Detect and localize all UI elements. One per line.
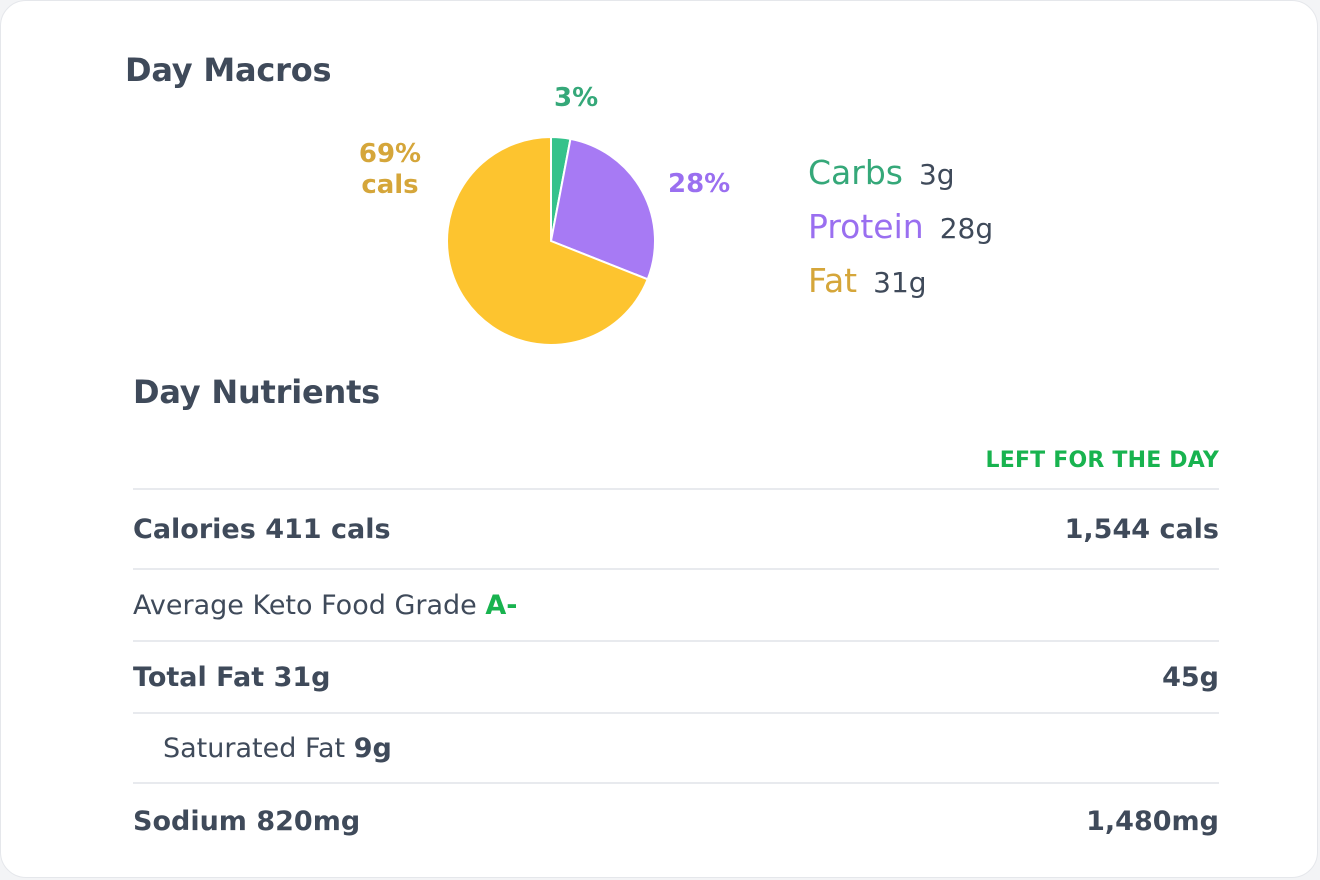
- nutrient-name: Saturated Fat: [163, 732, 346, 764]
- nutrient-label: Average Keto Food Grade A-: [133, 590, 517, 621]
- day-nutrients-title: Day Nutrients: [133, 373, 381, 411]
- keto-grade-badge: A-: [485, 589, 518, 621]
- nutrient-value: 9g: [353, 732, 392, 764]
- nutrient-label: Saturated Fat 9g: [163, 733, 392, 764]
- legend-name: Protein: [808, 207, 924, 246]
- legend-item-protein: Protein 28g: [808, 207, 993, 261]
- pie-label-carbs: 3%: [554, 83, 599, 113]
- table-row-total-fat: Total Fat 31g 45g: [133, 642, 1219, 714]
- nutrient-value: 31g: [273, 661, 331, 693]
- nutrient-left: 45g: [1162, 661, 1219, 693]
- nutrient-label: Calories 411 cals: [133, 514, 391, 545]
- pie-slice-fat: [446, 135, 649, 346]
- macros-legend: Carbs 3g Protein 28g Fat 31g: [808, 153, 993, 315]
- nutrient-label: Sodium 820mg: [133, 806, 360, 837]
- day-macros-title: Day Macros: [125, 51, 332, 89]
- nutrient-name: Calories: [133, 513, 256, 545]
- pie-label-fat-percent: 69%: [358, 139, 422, 169]
- table-row-keto-grade: Average Keto Food Grade A-: [133, 570, 1219, 642]
- nutrient-left: 1,480mg: [1086, 805, 1219, 837]
- legend-name: Fat: [808, 261, 858, 300]
- nutrient-name: Sodium: [133, 805, 247, 837]
- nutrient-label: Total Fat 31g: [133, 662, 330, 693]
- pie-label-fat-suffix: cals: [361, 170, 419, 200]
- nutrient-left: 1,544 cals: [1064, 513, 1219, 545]
- table-row-sodium: Sodium 820mg 1,480mg: [133, 784, 1219, 858]
- pie-label-protein: 28%: [668, 169, 731, 199]
- pie-slice-protein: [549, 137, 656, 281]
- table-row-calories: Calories 411 cals 1,544 cals: [133, 490, 1219, 570]
- pie-label-fat: 69% cals: [347, 139, 433, 201]
- legend-item-carbs: Carbs 3g: [808, 153, 993, 207]
- nutrient-value: 411 cals: [265, 513, 391, 545]
- nutrient-value: 820mg: [256, 805, 361, 837]
- table-row-saturated-fat: Saturated Fat 9g: [133, 714, 1219, 784]
- nutrient-name: Average Keto Food Grade: [133, 589, 477, 621]
- nutrient-name: Total Fat: [133, 661, 265, 693]
- macros-pie-chart: [446, 135, 656, 346]
- legend-item-fat: Fat 31g: [808, 261, 993, 315]
- legend-name: Carbs: [808, 153, 903, 192]
- legend-value: 3g: [918, 158, 955, 191]
- legend-value: 31g: [873, 266, 927, 299]
- nutrients-table: LEFT FOR THE DAY Calories 411 cals 1,544…: [133, 431, 1219, 858]
- legend-value: 28g: [939, 212, 994, 245]
- left-for-day-header: LEFT FOR THE DAY: [133, 431, 1219, 490]
